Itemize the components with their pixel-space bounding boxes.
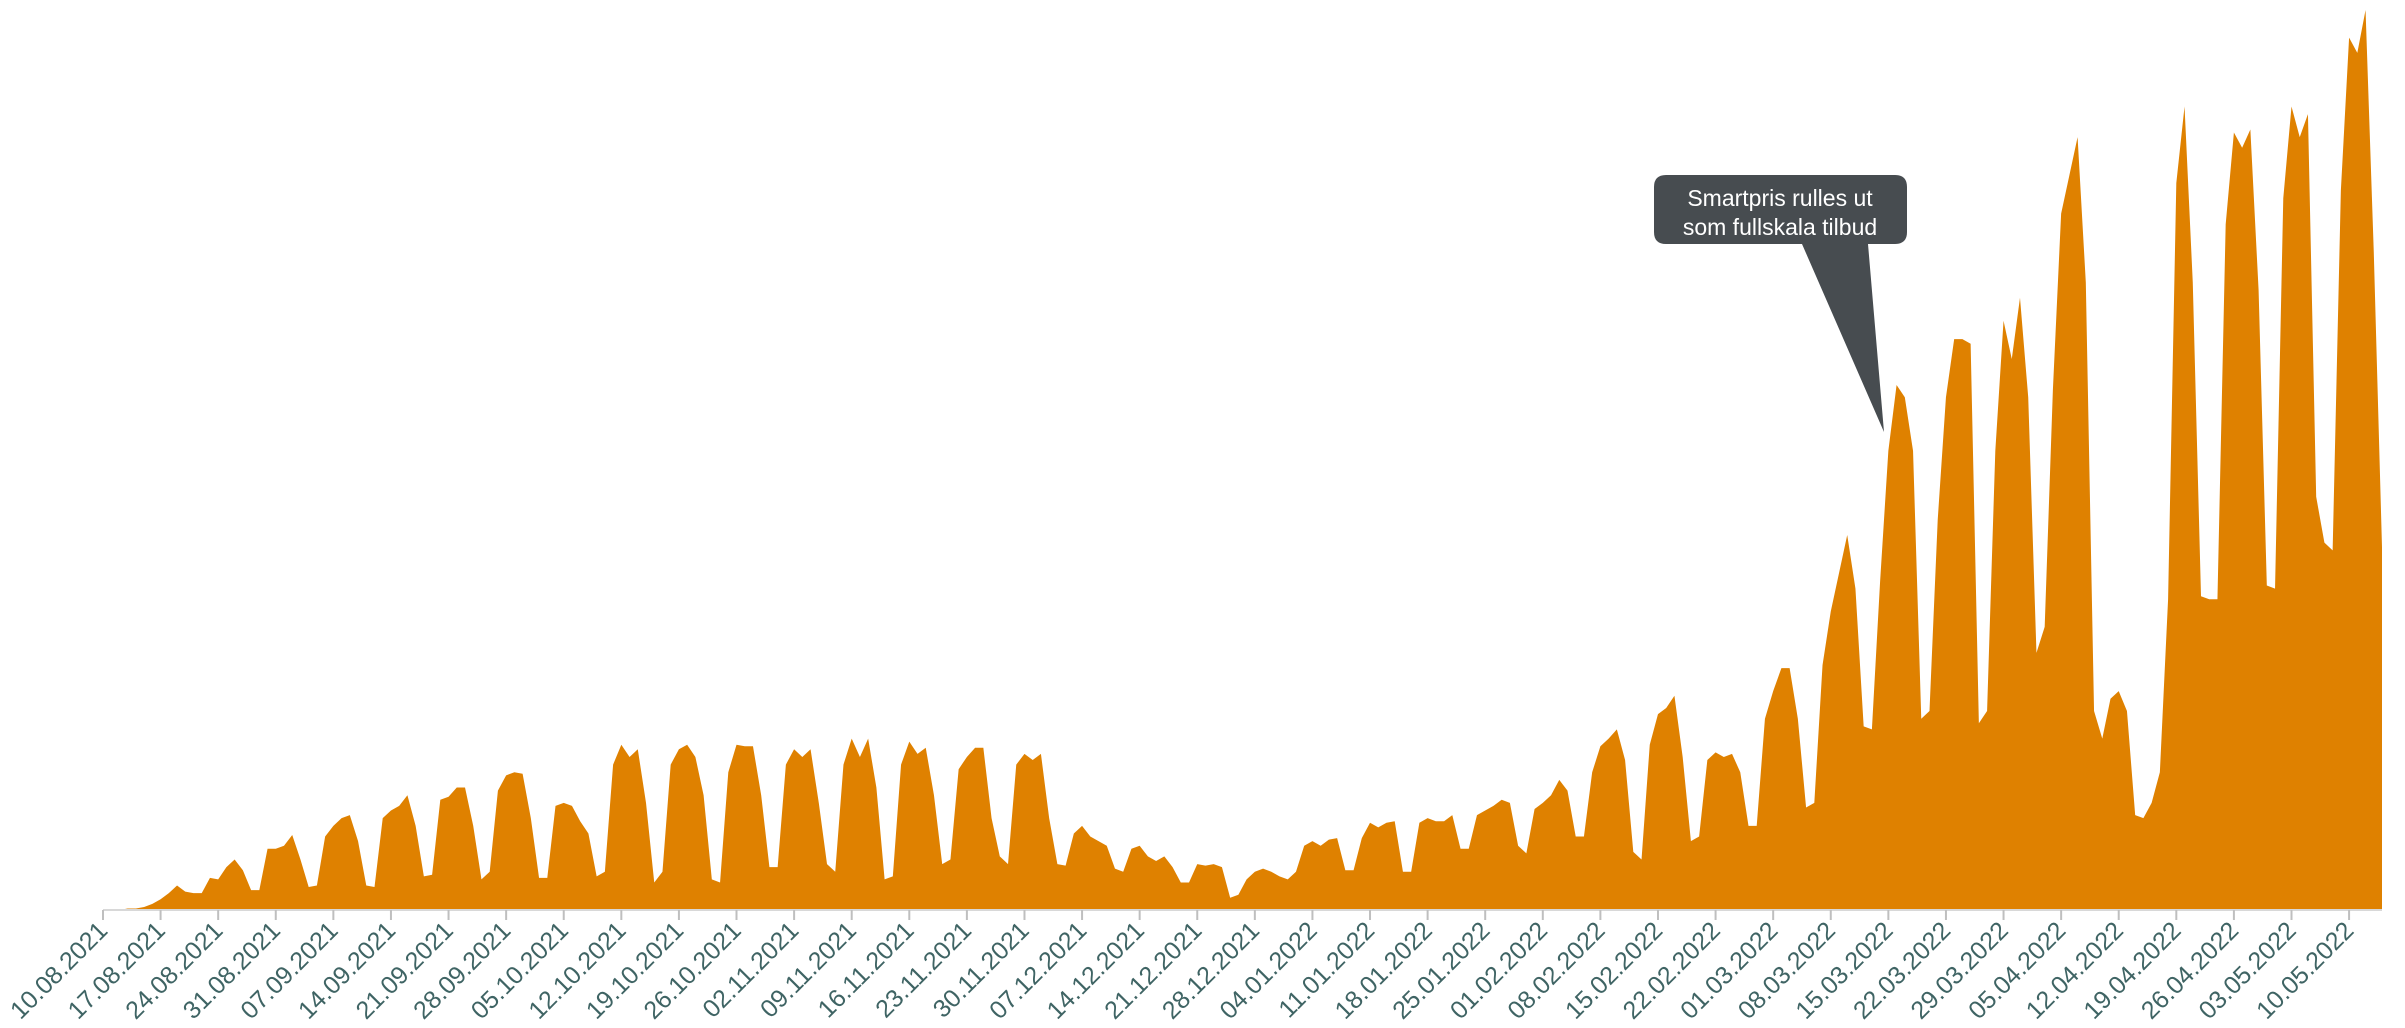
- x-axis: 10.08.202117.08.202124.08.202131.08.2021…: [5, 909, 2382, 1025]
- callout: Smartpris rulles ut som fullskala tilbud: [1654, 175, 1907, 432]
- plot-area: [103, 10, 2382, 911]
- callout-box: [1654, 175, 1907, 432]
- callout-text: Smartpris rulles ut: [1687, 185, 1873, 211]
- callout-text: som fullskala tilbud: [1683, 214, 1877, 240]
- area: [103, 10, 2382, 911]
